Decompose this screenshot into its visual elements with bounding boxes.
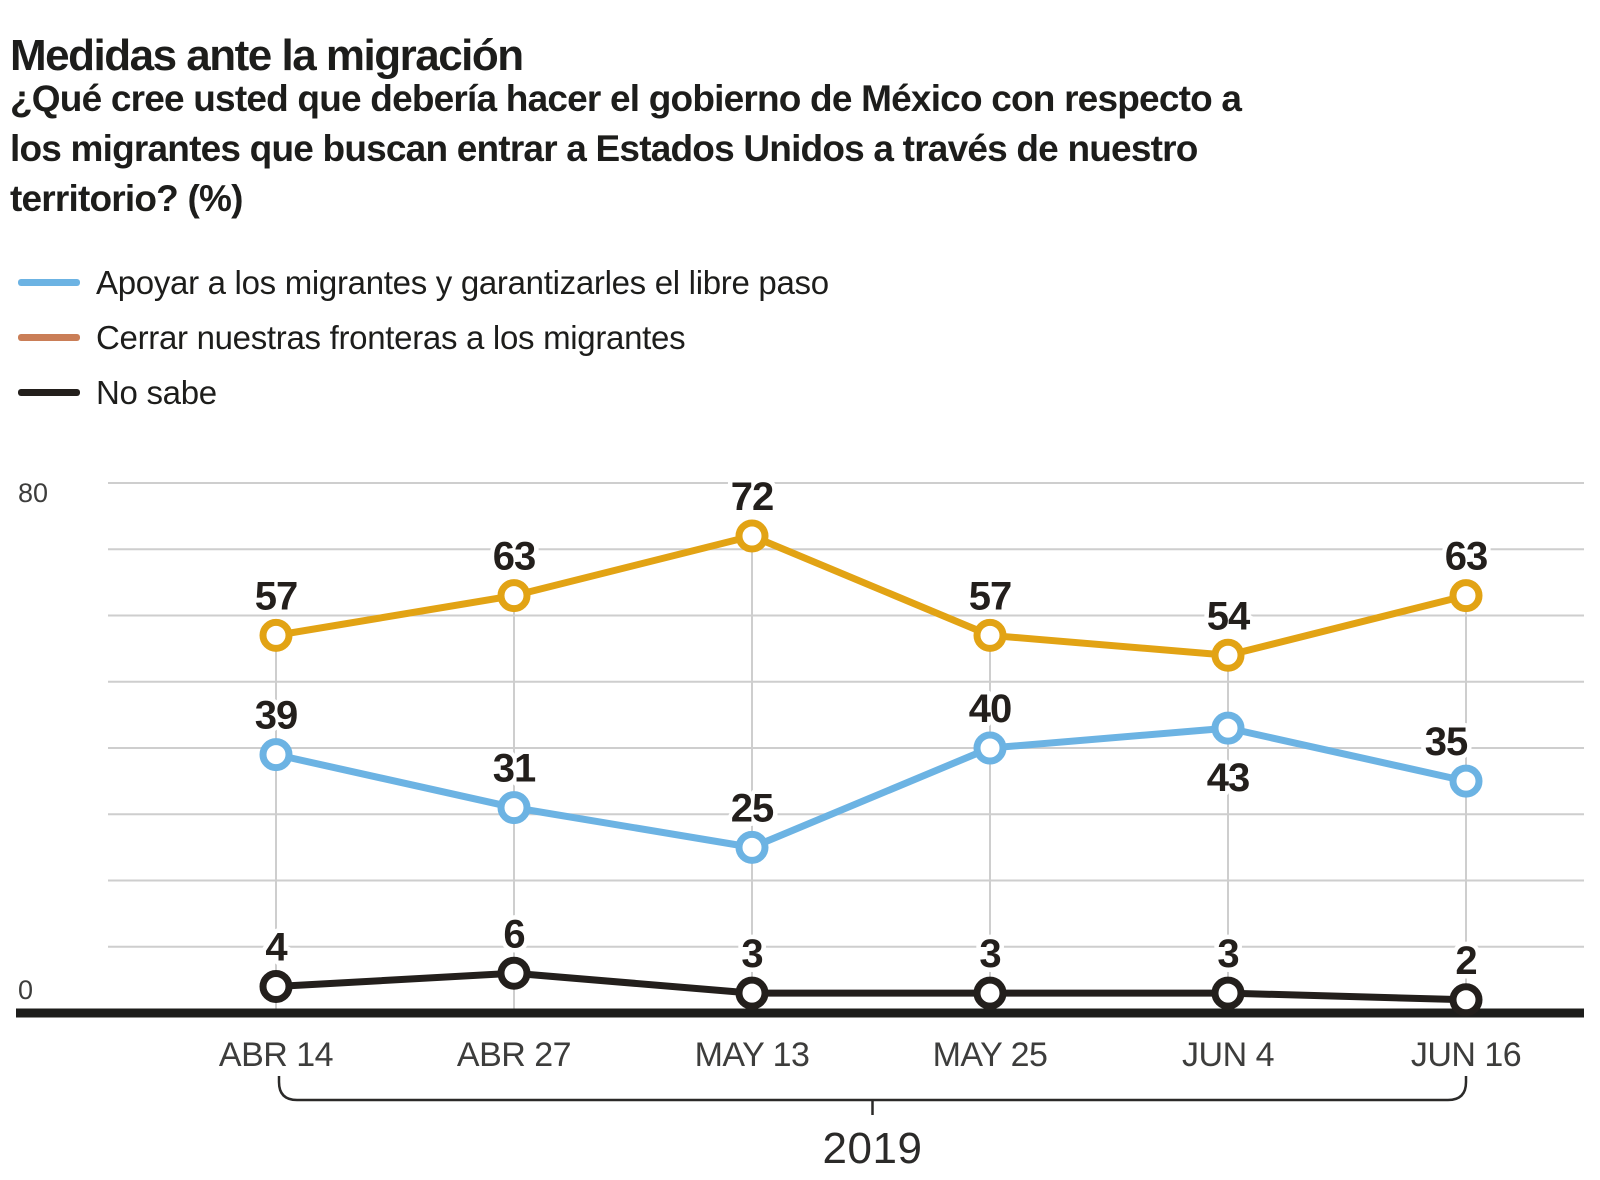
point-marker [973, 731, 1007, 765]
x-tick-label: ABR 27 [457, 1036, 571, 1074]
point-marker [259, 738, 293, 772]
value-label: 4 [265, 926, 288, 970]
subtitle-line: ¿Qué cree usted que debería hacer el gob… [10, 78, 1242, 119]
year-bracket [277, 1076, 1468, 1115]
legend: Apoyar a los migrantes y garantizarles e… [18, 255, 829, 420]
x-tick-label: JUN 4 [1182, 1036, 1274, 1074]
point-marker [497, 956, 531, 990]
point-marker [1211, 711, 1245, 745]
value-label: 40 [969, 687, 1012, 731]
series-line-0 [272, 724, 1470, 851]
value-label: 39 [255, 694, 298, 738]
series-line-1 [272, 532, 1470, 659]
value-label: 25 [731, 786, 774, 830]
legend-item-apoyar: Apoyar a los migrantes y garantizarles e… [18, 255, 829, 310]
point-marker [973, 976, 1007, 1010]
value-label: 6 [503, 912, 524, 956]
x-tick-label: MAY 25 [933, 1036, 1048, 1074]
chart-subtitle: ¿Qué cree usted que debería hacer el gob… [10, 74, 1242, 224]
year-label: 2019 [823, 1124, 923, 1173]
value-label: 35 [1425, 720, 1468, 764]
legend-label: No sabe [96, 373, 217, 411]
legend-item-nosabe: No sabe [18, 365, 829, 420]
x-tick-label: JUN 16 [1411, 1036, 1521, 1074]
chart-title: Medidas ante la migración [10, 31, 524, 81]
subtitle-line: los migrantes que buscan entrar a Estado… [10, 128, 1198, 169]
point-marker [735, 830, 769, 864]
point-marker [735, 976, 769, 1010]
legend-label: Apoyar a los migrantes y garantizarles e… [96, 263, 829, 301]
value-label: 63 [1445, 535, 1488, 579]
value-label: 3 [979, 932, 1000, 976]
legend-swatch-salmon [18, 334, 80, 341]
value-label: 31 [493, 747, 536, 791]
point-marker [259, 618, 293, 652]
legend-swatch-blue [18, 279, 80, 286]
point-marker [1211, 976, 1245, 1010]
y-axis-label-bottom: 0 [18, 975, 33, 1005]
value-label: 2 [1455, 939, 1476, 983]
x-tick-label: MAY 13 [695, 1036, 810, 1074]
value-label: 72 [731, 475, 774, 519]
value-label: 63 [493, 535, 536, 579]
point-marker [973, 618, 1007, 652]
legend-swatch-black [18, 389, 80, 396]
value-label: 3 [1217, 932, 1238, 976]
point-marker [1449, 579, 1483, 613]
subtitle-line: territorio? (%) [10, 178, 243, 219]
value-label: 3 [741, 932, 762, 976]
point-marker [497, 791, 531, 825]
point-marker [735, 519, 769, 553]
series-line-2 [272, 969, 1470, 1004]
legend-label: Cerrar nuestras fronteras a los migrante… [96, 318, 686, 356]
point-marker [259, 970, 293, 1003]
y-axis-label-top: 80 [18, 478, 48, 508]
value-label: 57 [255, 574, 298, 618]
point-marker [1449, 764, 1483, 798]
point-marker [497, 579, 531, 613]
point-marker [1211, 638, 1245, 672]
x-tick-label: ABR 14 [219, 1036, 333, 1074]
point-marker [1449, 983, 1483, 1017]
value-label: 43 [1207, 756, 1250, 800]
value-label: 57 [969, 574, 1012, 618]
legend-item-cerrar: Cerrar nuestras fronteras a los migrante… [18, 310, 829, 365]
value-label: 54 [1207, 594, 1251, 638]
